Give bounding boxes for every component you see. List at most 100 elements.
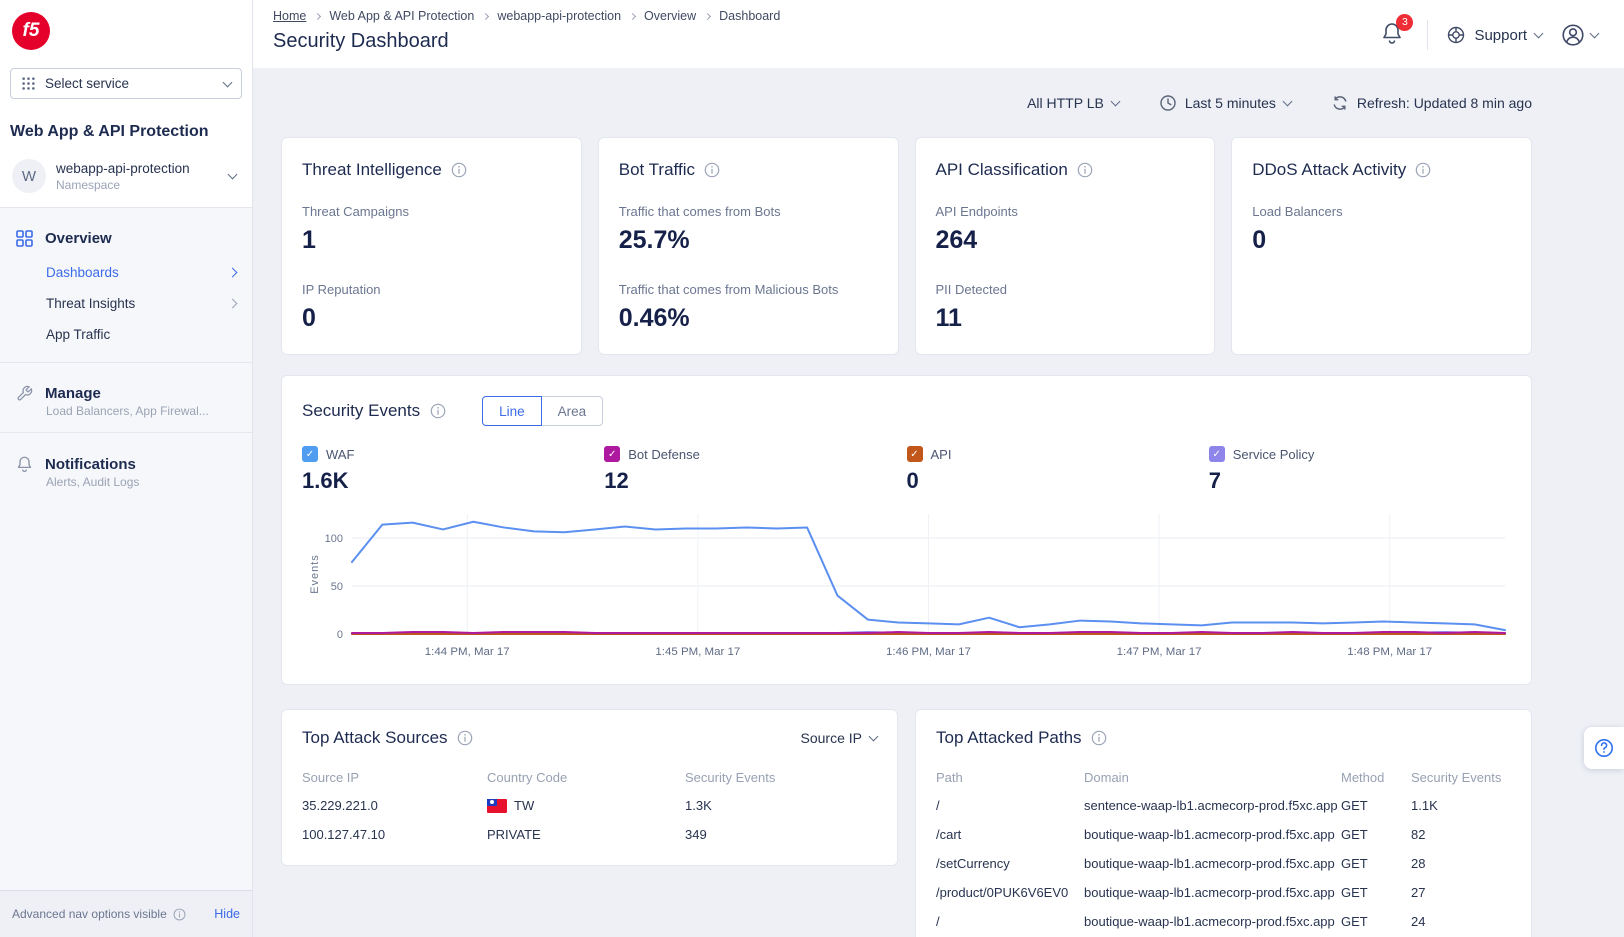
info-icon[interactable] [1077, 162, 1093, 178]
hide-nav-link[interactable]: Hide [214, 907, 240, 921]
info-icon[interactable] [451, 162, 467, 178]
column-header: Country Code [487, 770, 568, 785]
info-icon[interactable] [457, 730, 473, 746]
path-cell: / [936, 914, 940, 929]
security-events-chart: 0 50 100 1:44 PM, Mar 17 1:45 PM, Mar 17 1:46… [309, 514, 1507, 658]
info-icon[interactable] [173, 908, 186, 921]
question-circle-icon [1595, 739, 1613, 757]
chevron-right-icon [227, 267, 238, 278]
method-cell: GET [1341, 856, 1368, 871]
info-icon[interactable] [1415, 162, 1431, 178]
source-ip-dropdown[interactable]: Source IP [801, 730, 879, 746]
country-code: TW [514, 798, 535, 813]
legend-service-policy[interactable]: ✓ Service Policy 7 [1208, 446, 1511, 494]
metric-value: 264 [935, 226, 978, 254]
bell-icon [1383, 22, 1402, 44]
metric-value: 1 [302, 226, 316, 254]
legend-bot-defense[interactable]: ✓ Bot Defense 12 [604, 446, 906, 494]
notifications-row[interactable]: Notifications [0, 445, 252, 475]
breadcrumb-separator-icon [629, 12, 637, 20]
security-events-title: Security Events [302, 401, 421, 420]
sidebar-item-manage[interactable]: Manage Load Balancers, App Firewal... [0, 363, 252, 432]
clock-icon [1160, 94, 1176, 111]
attack-sources-title: Top Attack Sources [302, 728, 448, 747]
waf-checkbox[interactable]: ✓ [302, 446, 318, 462]
breadcrumb-home[interactable]: Home [273, 9, 307, 23]
dashboards-label: Dashboards [46, 265, 119, 280]
chart-type-toggle: Line Area [482, 396, 604, 426]
chart-legend: ✓ WAF 1.6K ✓ Bot Defense 12 [302, 446, 1511, 494]
namespace-info: webapp-api-protection Namespace [56, 161, 190, 192]
account-menu[interactable] [1560, 22, 1600, 48]
refresh-button[interactable]: Refresh: Updated 8 min ago [1331, 94, 1532, 112]
refresh-status-label: Refresh: Updated 8 min ago [1356, 94, 1532, 111]
sidebar-item-dashboards[interactable]: Dashboards [0, 257, 252, 288]
help-button[interactable] [1584, 727, 1624, 769]
time-range-label: Last 5 minutes [1184, 94, 1276, 111]
sidebar-item-overview[interactable]: Overview [0, 220, 252, 257]
header-right: 3 Support [1375, 0, 1600, 68]
metric-label: API Endpoints [935, 204, 1018, 219]
legend-api[interactable]: ✓ API 0 [906, 446, 1209, 494]
overview-label: Overview [45, 230, 112, 247]
breadcrumb-level3[interactable]: Overview [644, 9, 697, 23]
events-cell: 349 [685, 827, 707, 842]
events-cell: 1.3K [685, 798, 712, 813]
breadcrumb-level1[interactable]: Web App & API Protection [329, 9, 475, 23]
lb-selector-label: All HTTP LB [1027, 94, 1104, 111]
method-cell: GET [1341, 798, 1368, 813]
chevron-down-icon [227, 169, 238, 180]
info-icon[interactable] [1091, 730, 1107, 746]
app-traffic-label: App Traffic [46, 327, 111, 342]
sidebar-item-threat-insights[interactable]: Threat Insights [0, 288, 252, 319]
support-menu[interactable]: Support [1446, 25, 1544, 45]
area-toggle-button[interactable]: Area [541, 396, 604, 426]
method-cell: GET [1341, 914, 1368, 929]
chevron-down-icon [222, 77, 233, 87]
time-range-dropdown[interactable]: Last 5 minutes [1159, 94, 1293, 112]
domain-cell: boutique-waap-lb1.acmecorp-prod.f5xc.app [1084, 856, 1335, 871]
column-header: Source IP [302, 770, 360, 785]
info-icon[interactable] [704, 162, 720, 178]
legend-waf[interactable]: ✓ WAF 1.6K [302, 446, 604, 494]
card-title: Threat Intelligence [302, 160, 442, 179]
card-title: API Classification [935, 160, 1068, 179]
path-cell: /setCurrency [936, 856, 1010, 871]
breadcrumb-level2[interactable]: webapp-api-protection [497, 9, 622, 23]
domain-cell: boutique-waap-lb1.acmecorp-prod.f5xc.app [1084, 914, 1335, 929]
namespace-selector[interactable]: W webapp-api-protection Namespace [12, 159, 242, 193]
metric-label: Load Balancers [1252, 204, 1343, 219]
notifications-button[interactable]: 3 [1375, 13, 1414, 56]
legend-label: API [930, 446, 952, 462]
api-checkbox[interactable]: ✓ [906, 446, 923, 462]
select-service-dropdown[interactable]: Select service [10, 68, 242, 99]
breadcrumb-current: Dashboard [719, 9, 781, 23]
f5-logo[interactable]: f5 [12, 12, 50, 50]
attack-sources-table: Source IP Country Code Security Events 3… [302, 764, 877, 849]
sidebar-item-notifications[interactable]: Notifications Alerts, Audit Logs [0, 433, 252, 503]
chevron-down-icon [1282, 96, 1293, 106]
manage-row[interactable]: Manage [0, 375, 252, 404]
svg-text:1:44 PM, Mar 17: 1:44 PM, Mar 17 [425, 646, 510, 658]
service-policy-checkbox[interactable]: ✓ [1208, 446, 1225, 462]
sidebar-item-app-traffic[interactable]: App Traffic [0, 319, 252, 350]
bot-defense-checkbox[interactable]: ✓ [604, 446, 621, 462]
path-cell: / [936, 798, 940, 813]
svg-text:1:46 PM, Mar 17: 1:46 PM, Mar 17 [886, 646, 971, 658]
method-cell: GET [1341, 827, 1368, 842]
security-events-card: Security Events Line Area ✓ WAF 1.6K [281, 375, 1532, 685]
svg-text:1:47 PM, Mar 17: 1:47 PM, Mar 17 [1117, 646, 1202, 658]
top-attack-sources-card: Top Attack Sources Source IP Source IP C… [281, 709, 898, 866]
metric-value: 0 [302, 304, 316, 332]
lb-selector-dropdown[interactable]: All HTTP LB [1027, 94, 1121, 111]
dashboard-content: All HTTP LB Last 5 minutes [253, 68, 1624, 937]
path-cell: /cart [936, 827, 962, 842]
info-icon[interactable] [430, 403, 446, 419]
line-toggle-button[interactable]: Line [482, 396, 542, 426]
svg-text:1:48 PM, Mar 17: 1:48 PM, Mar 17 [1347, 646, 1432, 658]
metric-value: 11 [935, 304, 962, 332]
legend-value: 1.6K [302, 468, 349, 493]
events-cell: 1.1K [1411, 798, 1438, 813]
breadcrumb-separator-icon [482, 12, 490, 20]
select-service-label: Select service [45, 76, 130, 91]
